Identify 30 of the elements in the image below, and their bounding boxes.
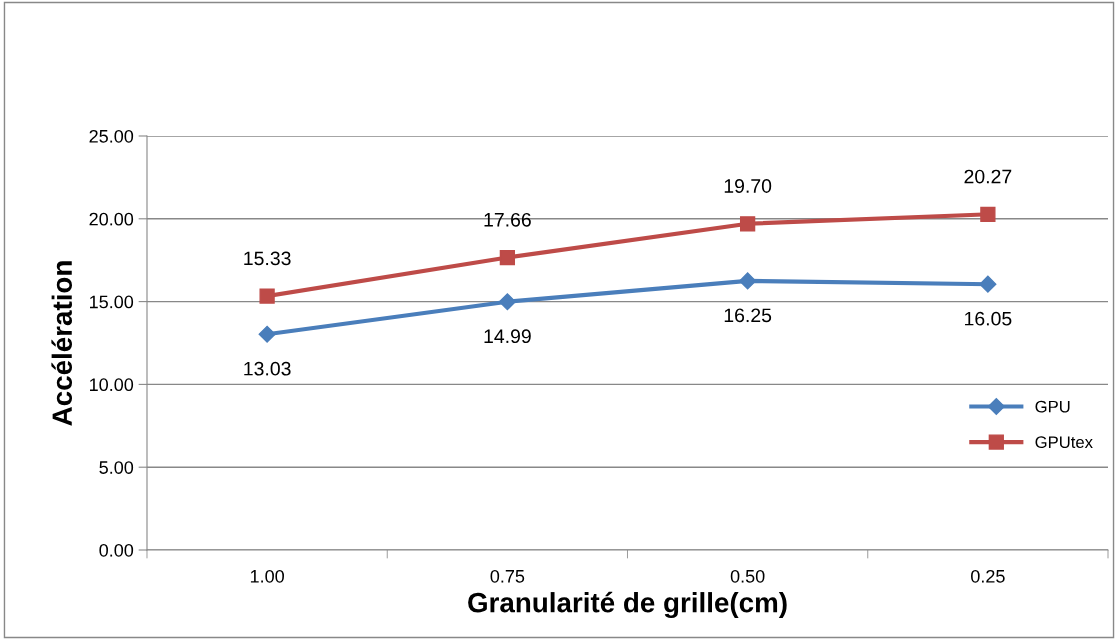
point — [979, 275, 997, 293]
data-label: 17.66 — [484, 212, 531, 227]
point — [739, 272, 757, 290]
data-label: 20.27 — [964, 169, 1012, 184]
data-label: 16.25 — [724, 308, 772, 323]
data-label: 16.05 — [965, 311, 1012, 326]
point — [980, 206, 996, 222]
y-tick-label: 0.00 — [99, 543, 134, 557]
data-label: 14.99 — [484, 329, 531, 344]
data-label: 13.03 — [244, 361, 291, 376]
point — [499, 249, 516, 266]
x-tick-label: 0.25 — [971, 569, 1005, 583]
legend-label: GPUtex — [1035, 436, 1093, 449]
y-tick-label: 20.00 — [89, 212, 134, 226]
point — [498, 293, 516, 311]
x-tick-label: 0.75 — [490, 569, 525, 583]
x-tick-label: 0.50 — [730, 569, 765, 583]
y-tick-label: 15.00 — [90, 295, 134, 309]
y-axis-title: Accélération — [51, 261, 73, 426]
legend-label: GPU — [1035, 400, 1070, 413]
x-tick-label: 1.00 — [250, 569, 284, 583]
x-axis-title: Granularité de grille(cm) — [468, 591, 787, 619]
point — [259, 288, 275, 304]
y-tick-label: 10.00 — [90, 378, 134, 392]
y-tick-label: 25.00 — [89, 129, 134, 143]
point — [258, 325, 276, 343]
point — [739, 216, 756, 232]
data-label: 15.33 — [244, 251, 291, 266]
data-label: 19.70 — [724, 179, 772, 193]
y-tick-label: 5.00 — [99, 461, 134, 474]
